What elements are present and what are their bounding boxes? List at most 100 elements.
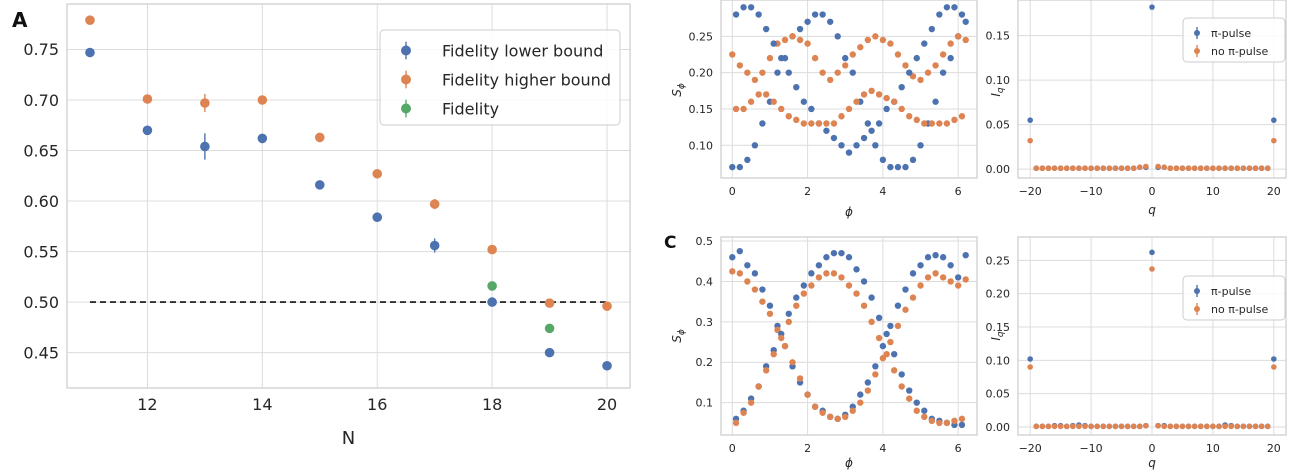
data-point [752,77,758,83]
data-point [789,33,795,39]
x-tick-label: 14 [252,395,272,414]
data-point [1174,165,1180,171]
data-point [786,69,792,75]
y-tick-label: 0.70 [23,91,59,110]
data-point [1033,424,1039,430]
data-point [1167,424,1173,430]
data-point [917,77,923,83]
data-point [804,391,810,397]
data-point [545,348,555,358]
data-point [906,113,912,119]
x-tick-label: 10 [1206,442,1220,455]
data-point [748,4,754,10]
data-point [868,319,874,325]
data-point [861,135,867,141]
data-point [1155,423,1161,429]
data-point [744,278,750,284]
legend-marker [1194,48,1200,54]
data-point [759,298,765,304]
y-axis-label-subscript: q [996,331,1006,337]
x-tick-label: 18 [482,395,502,414]
x-tick-label: 4 [879,185,886,198]
data-point [1192,424,1198,430]
data-point [1271,364,1277,370]
data-point [1131,424,1137,430]
y-tick-label: 0.60 [23,192,59,211]
data-point [487,281,497,291]
chart-b-right: −20 −10 0 10 200.000.050.100.15qIqπ-pulseno … [986,0,1287,217]
data-point [929,418,935,424]
data-point [774,69,780,75]
data-point [258,134,268,144]
legend-marker [1194,288,1200,294]
data-point [1027,138,1033,144]
data-point [1228,424,1234,430]
y-tick-label: 0.00 [986,163,1011,176]
data-point [850,408,856,414]
data-point [936,11,942,17]
data-point [602,361,612,371]
x-tick-label: 2 [804,442,811,455]
data-point [955,282,961,288]
x-axis-label: ϕ [845,456,853,470]
data-point [1271,117,1277,123]
legend-label: Fidelity lower bound [442,41,603,60]
data-point [1070,165,1076,171]
y-axis-label-subscript: ϕ [677,329,687,335]
data-point [827,19,833,25]
data-point [963,252,969,258]
data-point [940,274,946,280]
data-point [793,117,799,123]
data-point [887,323,893,329]
data-point [906,395,912,401]
data-point [872,142,878,148]
data-point [872,363,878,369]
data-point [767,55,773,61]
data-point [868,88,874,94]
data-point [1064,165,1070,171]
data-point [947,278,953,284]
data-point [1186,424,1192,430]
data-point [487,245,497,255]
x-axis-label: q [1148,456,1156,470]
data-point [755,11,761,17]
data-point [816,120,822,126]
data-point [1119,424,1125,430]
data-point [771,40,777,46]
data-point [797,375,803,381]
data-point [899,371,905,377]
data-point [797,26,803,32]
y-axis-label: Sϕ [670,83,687,97]
data-point [771,351,777,357]
y-tick-label: 0.2 [696,356,714,369]
data-point [883,95,889,101]
data-point [1052,424,1058,430]
data-point [853,290,859,296]
data-point [887,339,893,345]
chart-b-left: 0 2 4 60.100.150.200.25ϕSϕ [670,0,977,219]
data-point [868,294,874,300]
x-tick-label: 2 [804,185,811,198]
data-point [1234,165,1240,171]
data-point [744,157,750,163]
data-point [910,157,916,163]
data-point [914,408,920,414]
data-point [902,62,908,68]
y-tick-label: 0.55 [23,242,59,261]
data-point [808,270,814,276]
data-point [763,91,769,97]
data-point [789,359,795,365]
data-point [801,290,807,296]
data-point [733,11,739,17]
data-point [804,40,810,46]
data-point [729,268,735,274]
data-point [955,274,961,280]
data-point [1210,165,1216,171]
data-point [740,4,746,10]
x-tick-label: 0 [729,185,736,198]
data-point [917,282,923,288]
data-point [861,302,867,308]
data-point [1192,165,1198,171]
data-point [797,37,803,43]
data-point [906,387,912,393]
